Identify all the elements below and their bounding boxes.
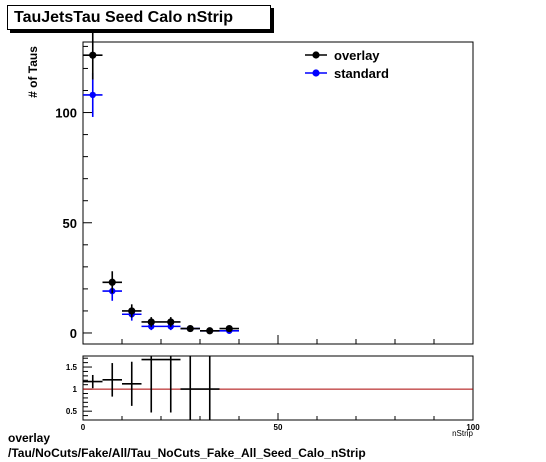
ratio-y-tick-label: 1.5	[66, 363, 78, 372]
standard-point	[89, 91, 96, 99]
x-tick-label: 100	[466, 423, 480, 432]
overlay-point	[147, 318, 155, 326]
overlay-point	[186, 324, 194, 333]
main-frame	[82, 41, 474, 345]
x-tick-label: 0	[81, 423, 86, 432]
chart-title-box: TauJetsTau Seed Calo nStrip	[7, 5, 271, 30]
overlay-point	[225, 324, 233, 333]
footer-path: /Tau/NoCuts/Fake/All/Tau_NoCuts_Fake_All…	[8, 446, 366, 460]
overlay-point	[167, 318, 175, 326]
overlay-point	[108, 278, 116, 286]
footer-dataset: overlay	[8, 431, 51, 445]
legend-standard-marker	[312, 69, 320, 77]
y-tick-label: 50	[63, 216, 77, 231]
legend-standard-label: standard	[334, 66, 389, 81]
ratio-y-tick-label: 0.5	[66, 407, 78, 416]
legend-overlay-label: overlay	[334, 48, 380, 63]
legend-overlay-marker	[312, 51, 320, 59]
chart-title: TauJetsTau Seed Calo nStrip	[14, 9, 234, 26]
ratio-y-tick-label: 1	[73, 385, 78, 394]
overlay-point	[128, 307, 136, 315]
x-tick-label: 50	[274, 423, 283, 432]
y-tick-label: 100	[55, 106, 77, 121]
y-tick-label: 0	[70, 326, 77, 341]
ratio-frame	[82, 355, 474, 421]
y-axis-label: # of Taus	[26, 46, 40, 98]
overlay-point	[89, 51, 97, 59]
overlay-point	[206, 327, 214, 335]
x-axis-label: nStrip	[452, 429, 473, 438]
